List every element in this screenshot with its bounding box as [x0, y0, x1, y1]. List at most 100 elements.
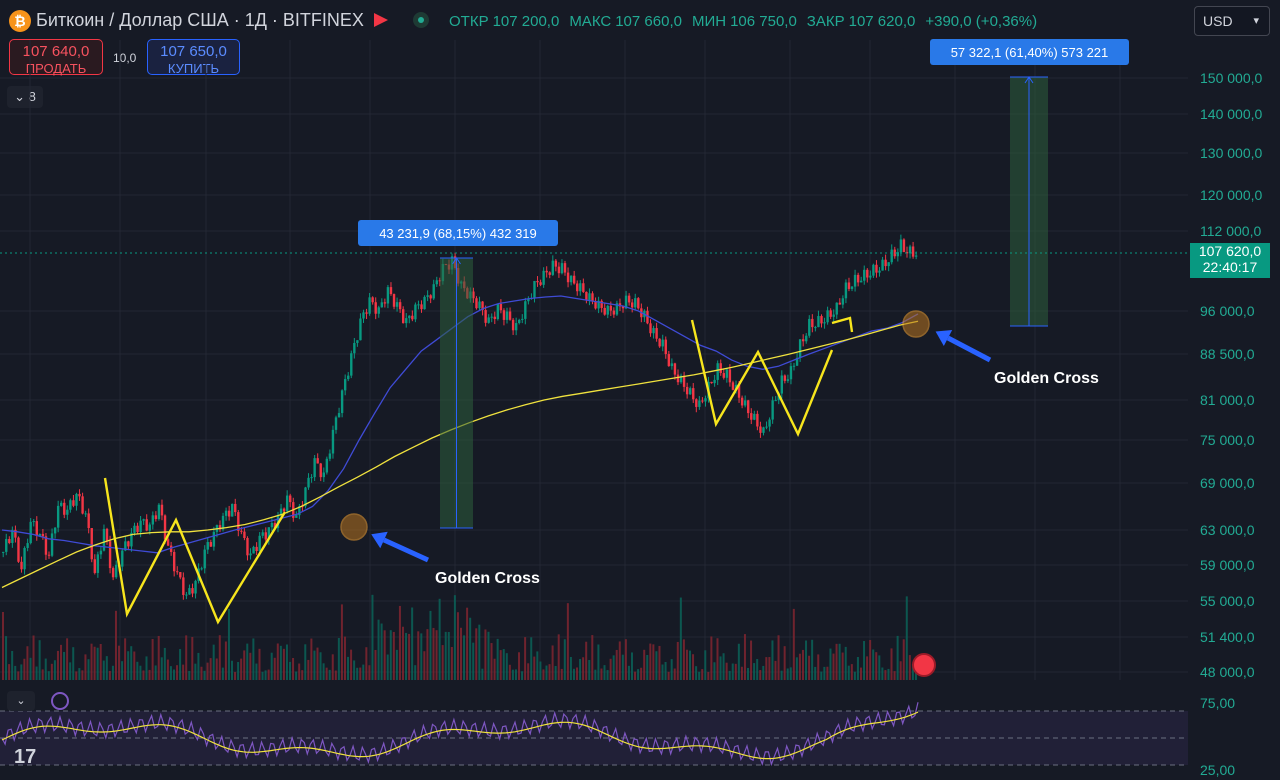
- rsi-collapse-button[interactable]: ⌄: [7, 691, 35, 711]
- volume-bar: [756, 659, 759, 680]
- candle-body: [420, 304, 423, 310]
- candle-body: [14, 529, 17, 538]
- market-status-icon[interactable]: [413, 12, 429, 28]
- volume-bar: [325, 667, 328, 680]
- rsi-pane: 75,00 25,00: [0, 685, 1235, 780]
- candle-body: [481, 301, 484, 311]
- candle-body: [160, 504, 164, 516]
- candle-body: [624, 295, 628, 309]
- candle-body: [322, 472, 325, 478]
- volume-bar: [850, 664, 853, 680]
- ohlc-label: МАКС: [569, 13, 612, 30]
- volume-bar: [597, 644, 600, 680]
- volume-bar: [328, 669, 331, 680]
- candle-body: [856, 274, 860, 283]
- candle-body: [685, 386, 689, 395]
- candle-body: [221, 515, 225, 530]
- currency-select[interactable]: USD ▾: [1194, 6, 1270, 36]
- volume-bar: [56, 650, 59, 680]
- candle-body: [701, 400, 704, 402]
- volume-bar: [707, 671, 710, 680]
- candle-body: [866, 269, 869, 278]
- sell-button[interactable]: 107 640,0 ПРОДАТЬ: [9, 39, 103, 76]
- tradingview-logo[interactable]: 17: [14, 746, 37, 768]
- ohlc-label: ЗАКР: [806, 13, 845, 30]
- countdown: 22:40:17: [1202, 259, 1258, 275]
- volume-bar: [844, 646, 847, 680]
- candle-body: [264, 532, 267, 540]
- ohlc-value: 107 200,0: [492, 13, 560, 30]
- candle-body: [838, 302, 842, 305]
- candle-body: [169, 545, 173, 553]
- flag-icon[interactable]: [374, 13, 388, 27]
- volume-bar: [508, 664, 511, 680]
- volume-bar: [405, 632, 408, 680]
- candle-body: [56, 505, 60, 528]
- volume-bar: [679, 597, 682, 680]
- candle-body: [612, 310, 616, 315]
- volume-bar: [255, 663, 258, 680]
- candle-body: [780, 375, 783, 394]
- volume-bar: [661, 664, 664, 680]
- candle-body: [667, 354, 671, 367]
- volume-bar: [847, 665, 850, 680]
- volume-bar: [466, 607, 469, 680]
- symbol-title[interactable]: Биткоин / Доллар США · 1Д · BITFINEX: [36, 10, 364, 30]
- volume-bar: [66, 638, 69, 680]
- candle-body: [728, 369, 732, 383]
- volume-bar: [615, 649, 618, 680]
- candle-body: [579, 283, 582, 292]
- volume-bar: [371, 594, 374, 680]
- candle-body: [829, 310, 832, 317]
- volume-bar: [221, 667, 224, 680]
- volume-bar: [340, 604, 343, 680]
- volume-bar: [389, 630, 392, 680]
- candle-body: [20, 561, 23, 570]
- candle-body: [343, 379, 347, 391]
- candle-body: [801, 339, 805, 342]
- candle-body: [17, 537, 20, 562]
- candle-body: [875, 264, 878, 273]
- candle-body: [762, 427, 765, 433]
- volume-bar: [154, 665, 157, 680]
- candle-body: [542, 270, 545, 285]
- candle-body: [258, 535, 261, 552]
- volume-bar: [453, 595, 456, 680]
- candle-body: [569, 275, 573, 283]
- candle-body: [496, 303, 500, 320]
- volume-bar: [166, 659, 169, 680]
- volume-bar: [875, 652, 878, 680]
- volume-bar: [90, 643, 93, 680]
- candle-body: [325, 458, 329, 473]
- candle-body: [664, 339, 667, 355]
- us-flag-event-icon[interactable]: [912, 653, 936, 677]
- price-tick-label: 120 000,0: [1200, 187, 1262, 203]
- last-price: 107 620,0: [1198, 243, 1262, 259]
- volume-bar: [423, 651, 426, 680]
- volume-bar: [102, 660, 105, 680]
- candle-body: [93, 559, 96, 573]
- volume-bar: [188, 670, 191, 680]
- rsi-settings-icon[interactable]: [51, 692, 69, 710]
- volume-bar: [108, 670, 111, 680]
- volume-bar: [386, 654, 389, 680]
- volume-bar: [347, 656, 350, 680]
- candle-body: [203, 549, 206, 569]
- volume-bar: [224, 641, 227, 680]
- volume-bar: [93, 646, 96, 680]
- candle-body: [240, 530, 243, 532]
- measure-arrow-head: [1024, 76, 1034, 84]
- candle-body: [154, 515, 158, 519]
- volume-bar: [713, 662, 716, 680]
- volume-bar: [646, 654, 649, 680]
- volume-bar: [710, 636, 713, 680]
- volume-bar: [356, 667, 359, 680]
- candle-body: [609, 305, 613, 311]
- candle-body: [844, 282, 848, 299]
- volume-bar: [695, 666, 698, 680]
- volume-bar: [401, 626, 404, 680]
- indicators-collapse-button[interactable]: ⌄ 8: [7, 86, 43, 108]
- candle-body: [191, 588, 194, 594]
- volume-bar: [475, 628, 478, 680]
